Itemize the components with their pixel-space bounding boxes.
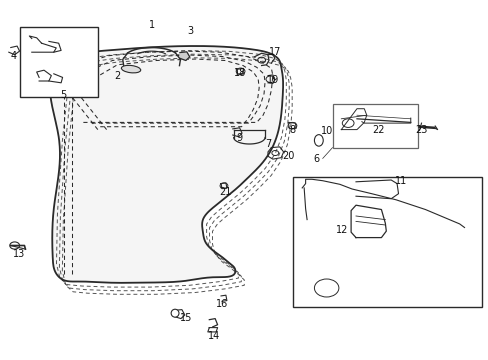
Ellipse shape bbox=[121, 66, 141, 73]
Text: 12: 12 bbox=[335, 225, 348, 235]
Text: 15: 15 bbox=[179, 312, 192, 323]
Text: 17: 17 bbox=[268, 47, 281, 57]
Text: 14: 14 bbox=[207, 330, 220, 341]
Text: 9: 9 bbox=[236, 132, 242, 143]
Text: 5: 5 bbox=[61, 90, 66, 100]
Text: 18: 18 bbox=[233, 68, 245, 78]
Polygon shape bbox=[180, 52, 189, 60]
Text: 23: 23 bbox=[414, 125, 427, 135]
Text: 13: 13 bbox=[12, 249, 25, 259]
Ellipse shape bbox=[314, 135, 323, 146]
Text: 2: 2 bbox=[114, 71, 120, 81]
Text: 6: 6 bbox=[313, 154, 319, 164]
Text: 7: 7 bbox=[264, 139, 270, 149]
Text: 16: 16 bbox=[216, 299, 228, 309]
FancyBboxPatch shape bbox=[293, 177, 481, 307]
Text: 1: 1 bbox=[148, 20, 154, 30]
Ellipse shape bbox=[171, 309, 179, 317]
Text: 11: 11 bbox=[394, 176, 407, 186]
Text: 8: 8 bbox=[289, 125, 295, 135]
Text: 10: 10 bbox=[320, 126, 332, 136]
Text: 19: 19 bbox=[266, 75, 279, 85]
Text: 21: 21 bbox=[219, 186, 232, 197]
Polygon shape bbox=[50, 46, 283, 283]
Text: 20: 20 bbox=[282, 150, 294, 161]
Text: 3: 3 bbox=[187, 26, 193, 36]
FancyBboxPatch shape bbox=[332, 104, 417, 148]
Text: 4: 4 bbox=[11, 51, 17, 61]
Text: 22: 22 bbox=[372, 125, 385, 135]
FancyBboxPatch shape bbox=[20, 27, 98, 97]
